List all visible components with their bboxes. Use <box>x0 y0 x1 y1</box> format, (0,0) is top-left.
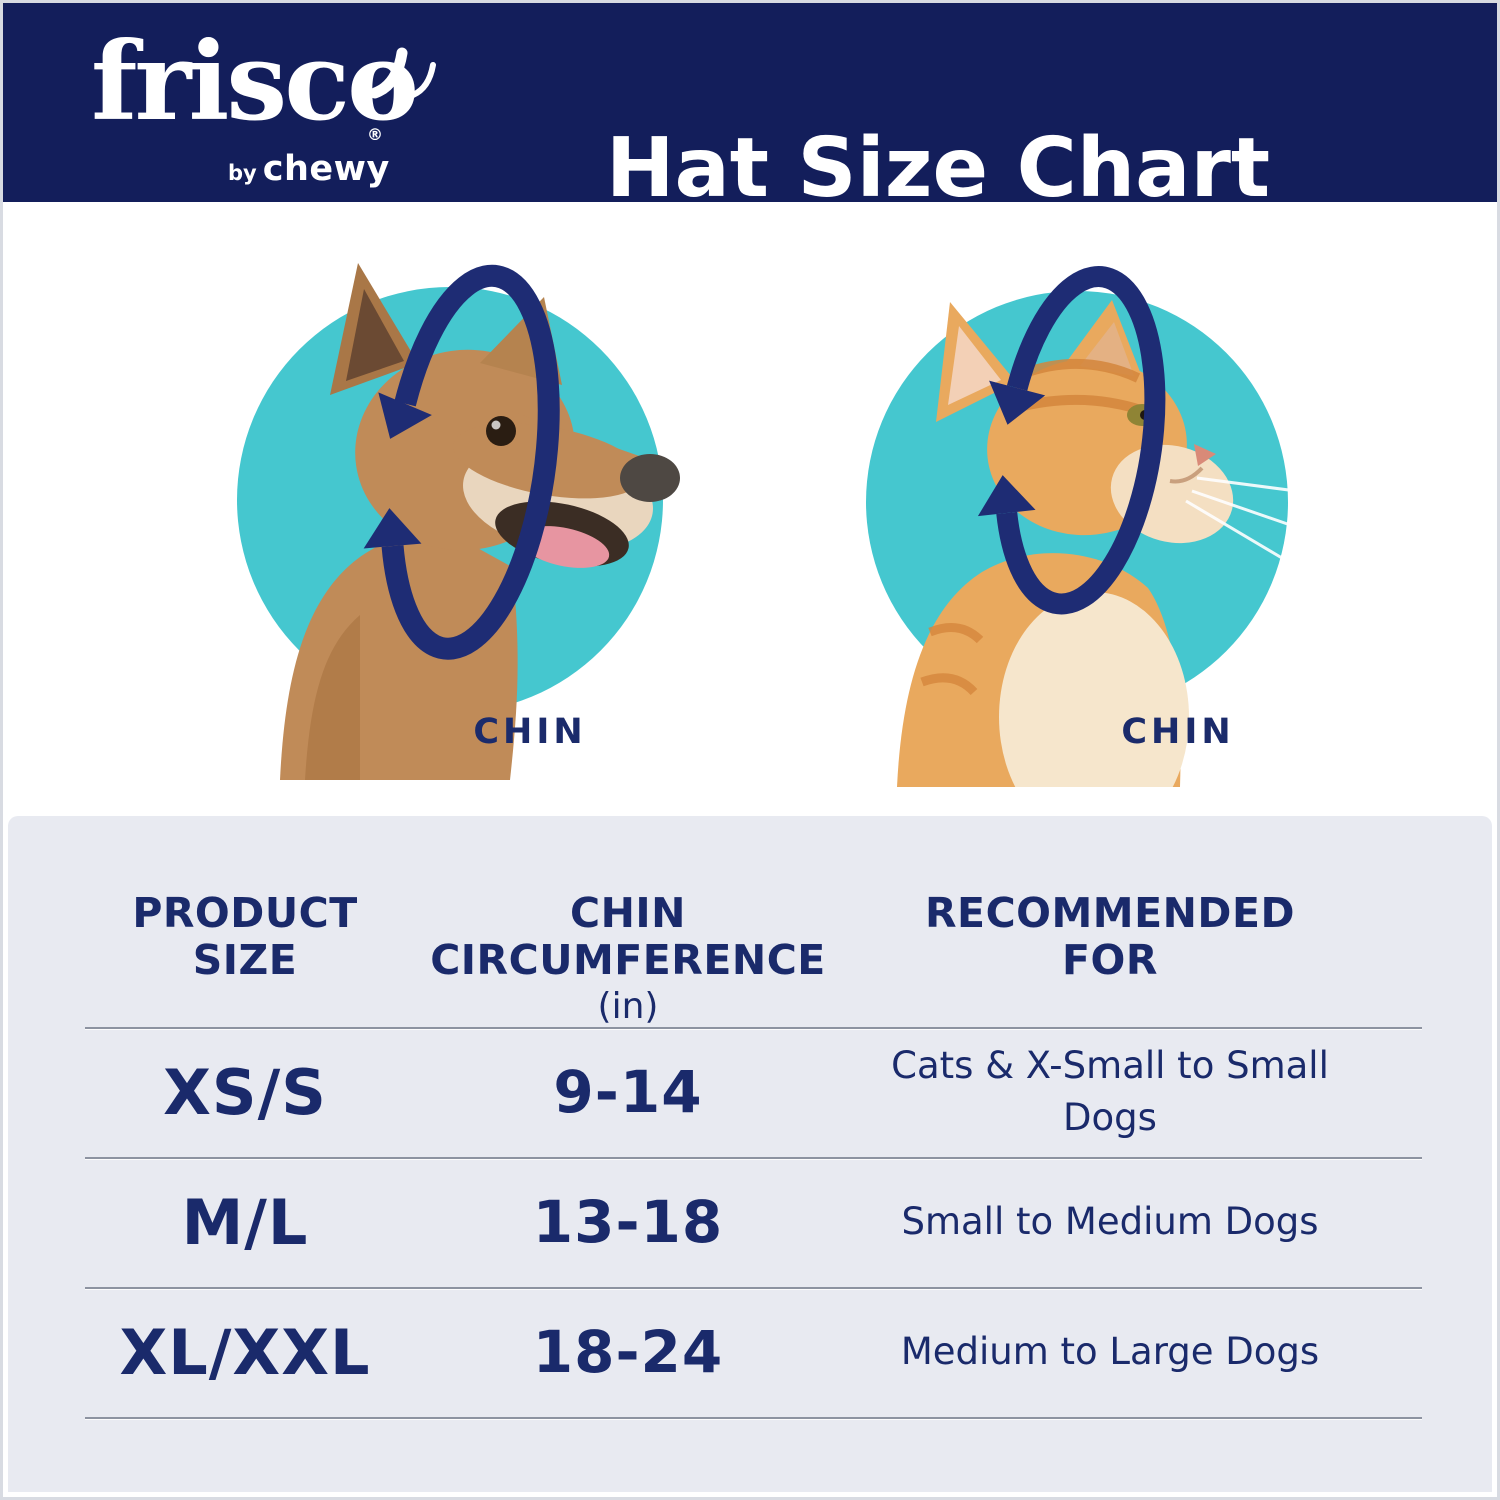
size-table: PRODUCT SIZE CHIN CIRCUMFERENCE (in) REC… <box>8 816 1492 1492</box>
header-line: FOR <box>1062 935 1158 984</box>
column-header-chin-circumference: CHIN CIRCUMFERENCE (in) <box>408 890 848 1028</box>
recommended-for-value: Small to Medium Dogs <box>901 1200 1319 1244</box>
recommended-for-value: Medium to Large Dogs <box>900 1330 1320 1374</box>
header-line: SIZE <box>192 935 298 984</box>
table-divider <box>85 1417 1422 1419</box>
table-divider <box>85 1027 1422 1029</box>
frisco-wordmark: frisco <box>91 19 419 145</box>
recommended-for-value: Cats & X-Small to Small Dogs <box>891 1044 1329 1139</box>
header-line: RECOMMENDED <box>924 889 1295 937</box>
column-header-recommended-for: RECOMMENDED FOR <box>880 890 1340 983</box>
byline-prefix: by <box>228 161 257 185</box>
header-line: CIRCUMFERENCE <box>430 935 826 984</box>
dog-chin-label: CHIN <box>473 712 587 752</box>
product-size-value: XS/S <box>163 1055 327 1129</box>
frisco-swoosh-icon <box>371 47 436 99</box>
dog-photo <box>237 263 680 780</box>
header-line: CHIN <box>570 889 686 937</box>
table-divider <box>85 1287 1422 1289</box>
chin-circumference-value: 9-14 <box>553 1058 703 1126</box>
by-chewy-lockup: by chewy <box>228 149 390 189</box>
chewy-wordmark: chewy <box>262 149 390 189</box>
cat-photo <box>866 266 1305 787</box>
registered-mark: ® <box>367 125 383 144</box>
unit-label: (in) <box>597 986 659 1028</box>
header-bar: frisco ® by chewy Hat Size Chart <box>3 3 1497 209</box>
cat-chin-label: CHIN <box>1121 712 1235 752</box>
chin-circumference-value: 13-18 <box>532 1188 724 1256</box>
header-line: PRODUCT <box>132 889 358 937</box>
product-size-value: XL/XXL <box>119 1315 371 1389</box>
frisco-logo: frisco ® by chewy <box>91 23 436 189</box>
page-title: Hat Size Chart <box>605 120 1271 216</box>
chin-circumference-value: 18-24 <box>532 1318 724 1386</box>
table-divider <box>85 1157 1422 1159</box>
rotation-arrow-icon <box>977 266 1166 615</box>
rotation-arrow-icon <box>363 264 560 660</box>
column-header-product-size: PRODUCT SIZE <box>85 890 405 983</box>
product-size-value: M/L <box>181 1185 309 1259</box>
